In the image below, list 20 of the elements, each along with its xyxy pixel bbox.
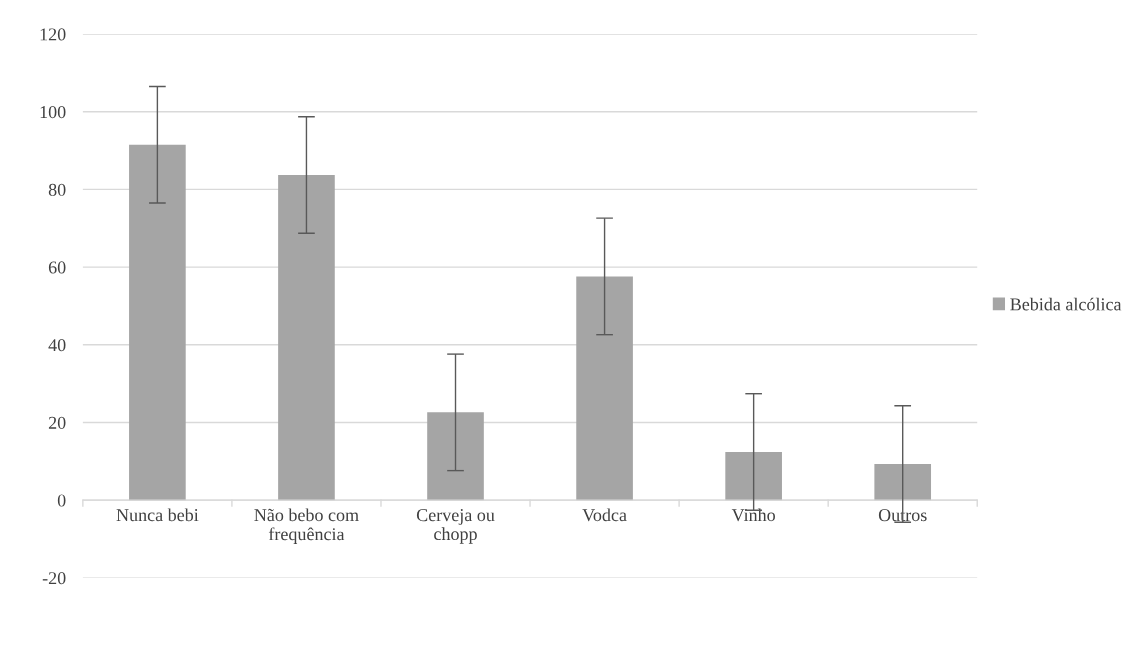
- bar: [725, 451, 782, 501]
- bar: [427, 412, 484, 501]
- bar: [576, 276, 633, 501]
- y-tick-label: 120: [40, 28, 66, 41]
- y-tick-label: 60: [48, 261, 66, 274]
- y-tick-label: 0: [57, 494, 66, 507]
- y-tick-label: -20: [42, 572, 66, 585]
- y-tick-label: 40: [48, 339, 66, 352]
- y-tick-label: 100: [40, 106, 66, 119]
- bar: [129, 144, 186, 501]
- x-tick-label: Vodca: [582, 508, 627, 522]
- legend-label: Bebida alcólica: [1010, 297, 1122, 311]
- x-tick-label: Não bebo com frequência: [254, 508, 359, 544]
- bar: [874, 464, 932, 501]
- x-tick-label: Nunca bebi: [116, 508, 199, 522]
- x-tick-label: Vinho: [731, 508, 775, 522]
- x-tick-label: Cerveja ou chopp: [416, 509, 495, 544]
- bar: [278, 175, 335, 501]
- y-tick-label: 80: [48, 183, 66, 196]
- y-tick-label: 20: [48, 416, 66, 429]
